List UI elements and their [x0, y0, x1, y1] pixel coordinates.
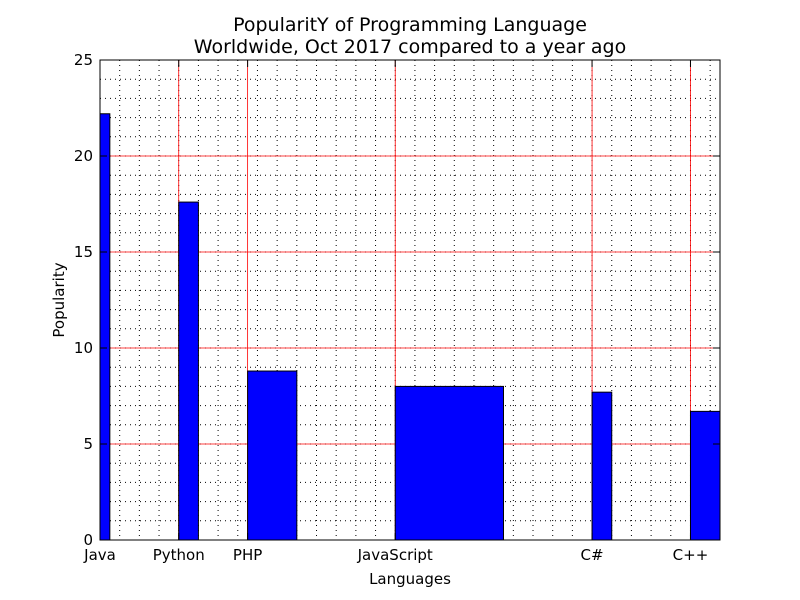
x-tick-labels: Java Python PHP JavaScript C# C++	[83, 546, 708, 564]
bar-java	[99, 113, 111, 541]
bar-c-	[591, 391, 613, 541]
y-tick-labels: 0 5 10 15 20 25	[74, 51, 93, 549]
bar-c-	[689, 410, 721, 541]
bar-php	[247, 370, 298, 541]
x-tick-label: Java	[83, 546, 116, 564]
chart-title-line-2: Worldwide, Oct 2017 compared to a year a…	[194, 36, 626, 58]
x-tick-label: C++	[673, 546, 709, 564]
x-tick-label: JavaScript	[357, 546, 433, 564]
y-tick-label: 0	[83, 531, 93, 549]
y-tick-label: 5	[83, 435, 93, 453]
axis-ticks	[99, 59, 720, 541]
x-tick-label: Python	[153, 546, 205, 564]
bar-python	[178, 201, 199, 541]
bar-javascript	[394, 385, 504, 541]
x-tick-label: PHP	[233, 546, 262, 564]
x-axis-label: Languages	[369, 570, 451, 588]
y-axis-label: Popularity	[50, 262, 68, 337]
y-tick-label: 10	[74, 339, 93, 357]
y-tick-label: 15	[74, 243, 93, 261]
bars	[99, 113, 721, 541]
plot-frame	[99, 59, 721, 541]
y-tick-label: 20	[74, 147, 93, 165]
x-tick-label: C#	[581, 546, 604, 564]
y-tick-label: 25	[74, 51, 93, 69]
chart-title-line-1: PopularitY of Programming Language	[233, 14, 587, 36]
